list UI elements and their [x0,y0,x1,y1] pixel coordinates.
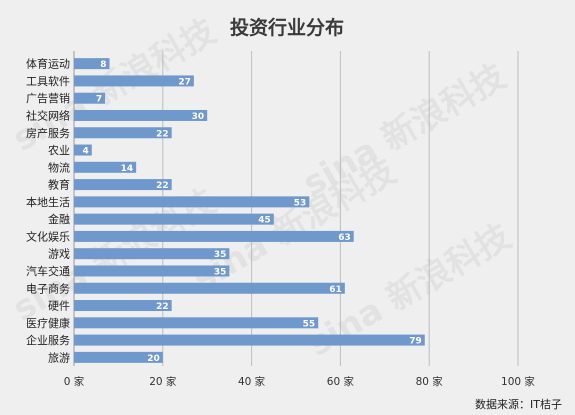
category-labels: 体育运动工具软件广告营销社交网络房产服务农业物流教育本地生活金融文化娱乐游戏汽车… [26,57,70,365]
bar [74,127,172,139]
x-tick-label: 60 家 [327,375,355,388]
bar [74,179,172,191]
category-label: 体育运动 [26,57,70,71]
category-label: 医疗健康 [26,316,70,330]
category-label: 文化娱乐 [26,229,70,243]
bar-value-label: 30 [192,112,205,122]
bar-value-label: 22 [156,129,169,139]
x-tick-label: 80 家 [416,375,444,388]
bar [74,75,194,87]
bar-value-label: 14 [121,164,134,174]
x-tick-label: 100 家 [501,375,535,388]
category-label: 旅游 [48,350,70,364]
category-label: 广告营销 [26,91,70,105]
bar [74,109,208,121]
bar-value-label: 8 [100,60,106,70]
bar [74,58,110,70]
x-tick-label: 20 家 [149,375,177,388]
bar [74,265,230,277]
bar [74,300,172,312]
bar-value-label: 35 [214,250,227,260]
bar [74,282,345,294]
bar-value-label: 22 [156,181,169,191]
category-label: 教育 [48,178,70,192]
bar-value-label: 7 [96,95,102,105]
source-note: 数据来源：IT桔子 [475,397,562,411]
bar-value-label: 55 [303,319,316,329]
bar [74,144,92,156]
bar [74,351,163,363]
gridlines [73,51,519,366]
category-label: 电子商务 [26,281,70,295]
category-label: 汽车交通 [26,264,70,278]
category-label: 金融 [48,212,70,226]
category-label: 物流 [48,160,70,174]
category-label: 农业 [48,143,70,157]
bar [74,334,425,346]
category-label: 硬件 [48,300,70,313]
bar-value-label: 22 [156,302,169,312]
bar-value-label: 4 [82,147,88,157]
category-label: 本地生活 [26,195,70,209]
bars: 8 27 7 30 22 4 14 22 53 45 63 35 35 61 22 55 79 20 [74,58,425,364]
bar-value-label: 63 [338,233,351,243]
bar [74,248,230,260]
category-label: 游戏 [48,248,70,261]
category-label: 企业服务 [26,333,70,347]
bar [74,230,354,242]
bar-value-label: 20 [147,354,160,364]
bar-value-label: 27 [178,77,191,87]
category-label: 工具软件 [26,74,70,88]
bar [74,213,274,225]
bar-value-label: 45 [258,216,271,226]
bar-value-label: 53 [294,198,307,208]
bar [74,92,106,104]
x-tick-label: 40 家 [238,375,266,388]
bar [74,161,137,173]
bar-value-label: 79 [409,337,422,347]
category-label: 社交网络 [26,108,70,122]
category-label: 房产服务 [26,126,70,140]
bar-value-label: 61 [329,285,342,295]
x-tick-label: 0 家 [64,375,85,388]
bar [74,196,310,208]
bar [74,317,319,329]
chart-title: 投资行业分布 [230,16,344,39]
bar-value-label: 35 [214,267,227,277]
x-axis-ticks: 0 家 20 家 40 家 60 家 80 家 100 家 [64,375,536,388]
